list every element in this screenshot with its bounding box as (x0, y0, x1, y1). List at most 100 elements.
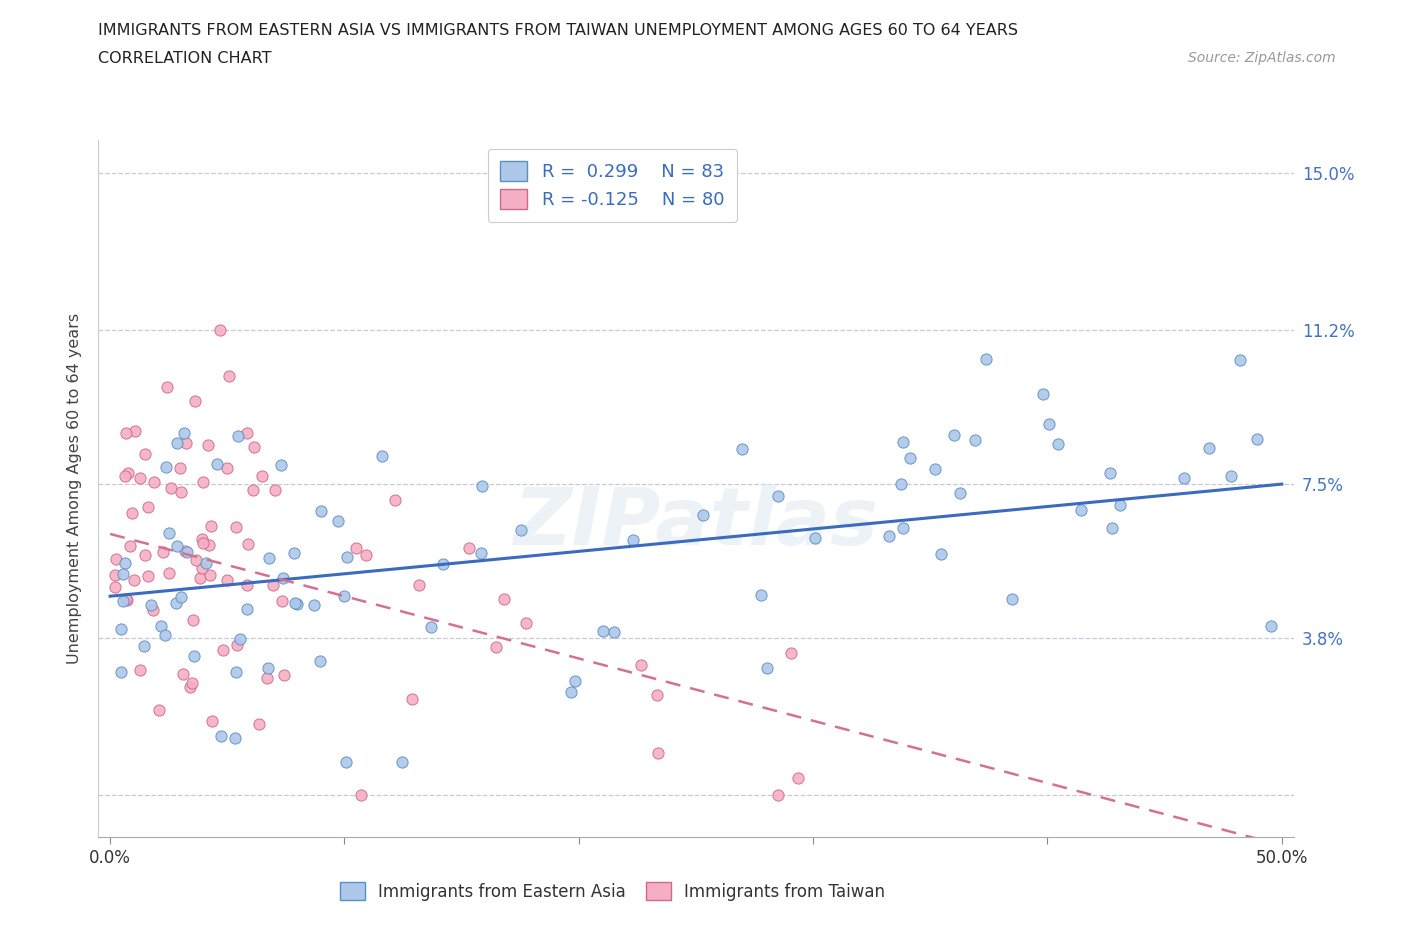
Point (471, 478, 494, 493)
Point (128, 663, 150, 678)
Point (104, 568, 127, 583)
Point (1198, 440, 1220, 455)
Point (173, 426, 195, 441)
Point (114, 555, 136, 570)
Point (129, 471, 152, 485)
Point (647, 746, 669, 761)
Point (169, 461, 191, 476)
Point (207, 457, 229, 472)
Point (200, 518, 222, 533)
Point (121, 505, 143, 520)
Point (115, 593, 138, 608)
Point (191, 474, 214, 489)
Point (247, 716, 270, 731)
Point (891, 521, 914, 536)
Point (176, 544, 198, 559)
Point (152, 545, 174, 560)
Point (1038, 417, 1060, 432)
Point (692, 508, 714, 523)
Point (224, 731, 246, 746)
Legend: Immigrants from Eastern Asia, Immigrants from Taiwan: Immigrants from Eastern Asia, Immigrants… (332, 873, 893, 909)
Point (191, 561, 214, 576)
Point (225, 520, 247, 535)
Point (155, 628, 177, 643)
Point (273, 668, 295, 683)
Point (766, 488, 789, 503)
Point (515, 616, 537, 631)
Point (432, 557, 454, 572)
Point (1229, 352, 1251, 367)
Point (124, 423, 146, 438)
Point (212, 643, 235, 658)
Point (731, 442, 754, 457)
Point (304, 598, 326, 613)
Point (110, 622, 132, 637)
Point (236, 602, 259, 617)
Point (1173, 471, 1195, 485)
Point (122, 573, 145, 588)
Point (225, 665, 247, 680)
Y-axis label: Unemployment Among Ages 60 to 64 years: Unemployment Among Ages 60 to 64 years (67, 312, 83, 664)
Point (184, 393, 207, 408)
Point (191, 536, 214, 551)
Point (235, 578, 257, 592)
Point (470, 545, 492, 560)
Point (198, 567, 221, 582)
Point (156, 379, 179, 394)
Point (188, 570, 211, 585)
Point (159, 480, 181, 495)
Point (942, 428, 965, 443)
Point (256, 671, 278, 685)
Point (768, 788, 790, 803)
Point (509, 523, 531, 538)
Point (326, 513, 349, 528)
Point (209, 728, 232, 743)
Point (197, 438, 219, 453)
Point (1101, 521, 1123, 536)
Point (1070, 502, 1092, 517)
Text: IMMIGRANTS FROM EASTERN ASIA VS IMMIGRANTS FROM TAIWAN UNEMPLOYMENT AMONG AGES 6: IMMIGRANTS FROM EASTERN ASIA VS IMMIGRAN… (98, 23, 1018, 38)
Point (104, 579, 127, 594)
Point (191, 532, 214, 547)
Point (242, 483, 264, 498)
Point (564, 673, 586, 688)
Text: ZIPatlas: ZIPatlas (513, 485, 879, 562)
Point (218, 368, 240, 383)
Point (344, 540, 367, 555)
Point (976, 352, 998, 366)
Point (333, 589, 356, 604)
Point (787, 771, 810, 786)
Point (226, 637, 249, 652)
Point (132, 639, 155, 654)
Point (603, 624, 626, 639)
Point (804, 531, 827, 546)
Point (179, 680, 201, 695)
Point (336, 550, 359, 565)
Point (877, 528, 900, 543)
Point (262, 578, 284, 592)
Point (250, 469, 273, 484)
Point (621, 532, 644, 547)
Point (929, 547, 952, 562)
Point (560, 684, 582, 699)
Point (1099, 466, 1122, 481)
Point (271, 571, 294, 586)
Point (271, 593, 294, 608)
Point (457, 541, 479, 556)
Point (115, 591, 138, 606)
Point (401, 692, 423, 707)
Point (630, 658, 652, 672)
Point (215, 461, 238, 476)
Point (111, 594, 134, 609)
Point (180, 676, 202, 691)
Point (142, 603, 165, 618)
Point (391, 755, 413, 770)
Point (166, 436, 188, 451)
Point (270, 458, 292, 472)
Point (120, 538, 142, 553)
Text: CORRELATION CHART: CORRELATION CHART (98, 51, 271, 66)
Point (134, 446, 156, 461)
Point (949, 485, 972, 500)
Point (117, 465, 139, 480)
Point (141, 597, 163, 612)
